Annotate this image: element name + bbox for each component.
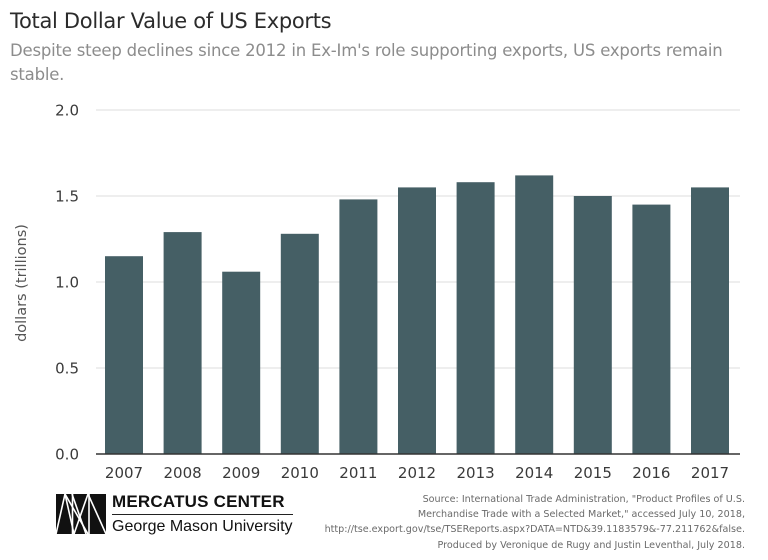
x-tick-label: 2011 (339, 464, 377, 482)
x-tick-label: 2007 (105, 464, 143, 482)
source-line: Source: International Trade Administrati… (422, 494, 745, 505)
bar-2008 (163, 232, 202, 454)
x-tick-label: 2010 (281, 464, 319, 482)
bar-2016 (632, 204, 671, 454)
source-line: Produced by Veronique de Rugy and Justin… (437, 539, 745, 551)
x-tick-label: 2013 (457, 464, 495, 482)
bar-2013 (456, 182, 495, 454)
y-tick-label: 2.0 (55, 102, 79, 120)
x-tick-label: 2008 (164, 464, 202, 482)
bar-2015 (573, 196, 612, 454)
logo-affiliation: George Mason University (112, 517, 293, 535)
bar-2011 (339, 199, 378, 454)
x-tick-label: 2016 (632, 464, 670, 482)
bar-2012 (398, 187, 436, 454)
y-axis-ticks: 0.0 0.5 1.0 1.5 2.0 (55, 102, 79, 464)
y-tick-label: 0.5 (55, 360, 79, 378)
y-tick-label: 1.5 (55, 188, 79, 206)
chart-title: Total Dollar Value of US Exports (10, 9, 332, 33)
chart-subtitle: Despite steep declines since 2012 in Ex-… (10, 41, 723, 84)
bar-2007 (105, 256, 143, 454)
x-tick-label: 2015 (574, 464, 612, 482)
y-tick-label: 0.0 (55, 446, 79, 464)
bar-2010 (280, 233, 319, 454)
source-line: Merchandise Trade with a Selected Market… (417, 509, 745, 521)
bar-2017 (691, 187, 729, 454)
mercatus-logo: MERCATUS CENTER George Mason University (56, 492, 293, 536)
x-tick-label: 2017 (691, 464, 729, 482)
bars (105, 175, 729, 454)
x-tick-label: 2014 (515, 464, 553, 482)
x-axis-ticks: 2007 2008 2009 2010 2011 2012 2013 2014 2015 2016… (105, 464, 729, 482)
x-tick-label: 2009 (222, 464, 260, 482)
logo-name: MERCATUS CENTER (112, 492, 293, 515)
y-axis-label: dollars (trillions) (14, 224, 30, 342)
y-tick-label: 1.0 (55, 274, 79, 292)
source-line: http://tse.export.gov/tse/TSEReports.asp… (324, 524, 745, 536)
bar-2009 (222, 271, 261, 454)
x-tick-label: 2012 (398, 464, 436, 482)
mercatus-logo-icon (56, 494, 106, 534)
source-note: Source: International Trade Administrati… (300, 492, 745, 553)
bar-2014 (515, 175, 554, 454)
